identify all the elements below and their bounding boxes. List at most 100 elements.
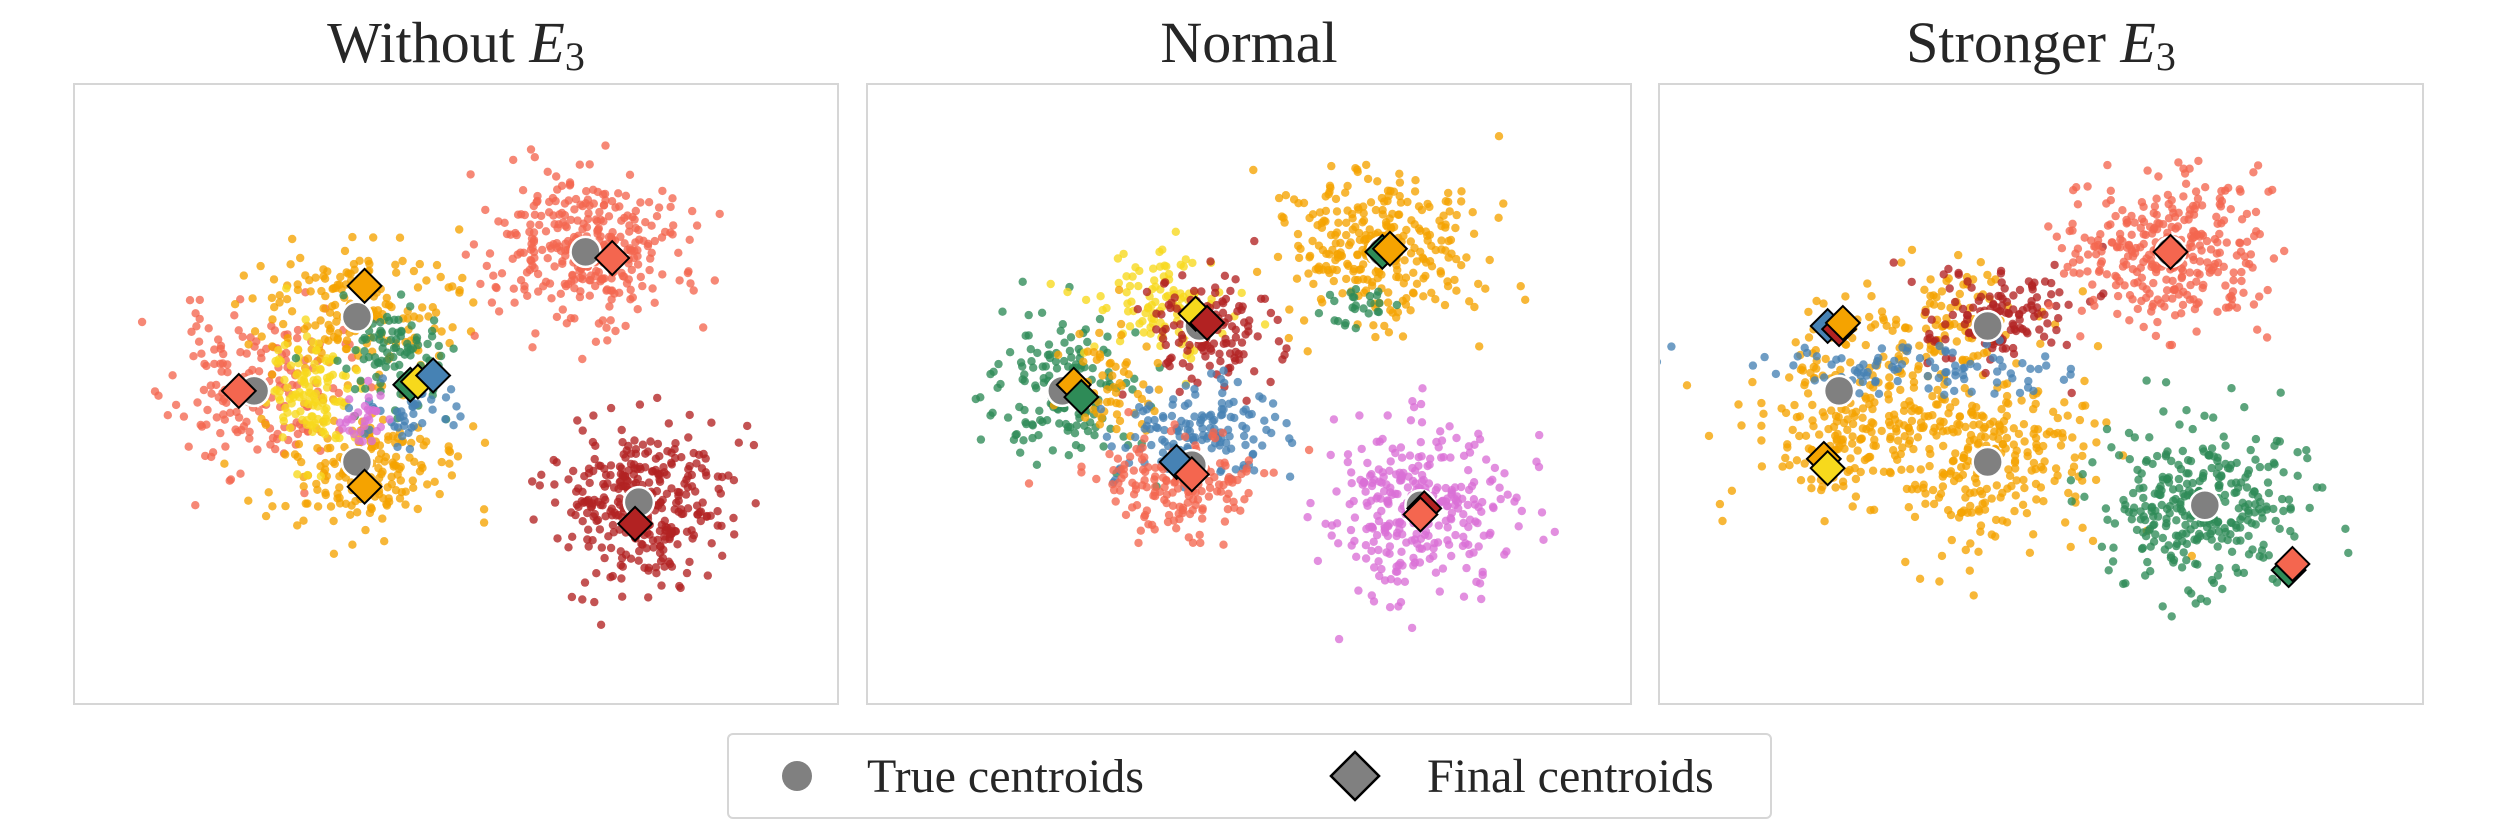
data-point bbox=[1361, 231, 1370, 240]
data-point bbox=[2066, 364, 2076, 374]
data-point bbox=[1112, 424, 1121, 434]
data-point bbox=[1070, 429, 1080, 438]
data-point bbox=[1183, 425, 1192, 435]
data-point bbox=[1748, 377, 1757, 387]
data-point bbox=[2038, 465, 2048, 474]
data-point bbox=[2189, 227, 2199, 236]
data-point bbox=[649, 543, 658, 552]
data-point bbox=[1343, 181, 1352, 191]
data-point bbox=[1358, 218, 1367, 227]
data-point bbox=[1660, 359, 1662, 365]
data-point bbox=[1129, 466, 1138, 475]
data-point bbox=[389, 344, 399, 353]
data-point bbox=[627, 265, 636, 275]
data-point bbox=[571, 510, 580, 520]
data-point bbox=[698, 498, 707, 507]
data-point bbox=[1979, 424, 1988, 433]
data-point bbox=[1293, 229, 1303, 239]
data-point bbox=[2219, 432, 2228, 441]
data-point bbox=[1178, 359, 1188, 368]
data-point bbox=[1336, 238, 1345, 248]
data-point bbox=[301, 499, 310, 508]
data-point bbox=[2209, 413, 2218, 422]
data-point bbox=[2190, 520, 2200, 530]
data-point bbox=[1327, 531, 1336, 540]
data-point bbox=[2119, 579, 2128, 589]
data-point bbox=[1176, 320, 1185, 329]
data-point bbox=[418, 303, 427, 312]
data-point bbox=[338, 424, 347, 433]
data-point bbox=[335, 493, 344, 502]
data-point bbox=[1373, 511, 1382, 520]
data-point bbox=[303, 470, 312, 480]
data-point bbox=[1465, 297, 1474, 306]
data-point bbox=[1284, 333, 1293, 343]
data-point bbox=[570, 205, 579, 214]
data-point bbox=[673, 540, 682, 549]
data-point bbox=[1161, 324, 1170, 334]
data-point bbox=[1882, 321, 1891, 330]
data-point bbox=[2097, 542, 2107, 551]
data-point bbox=[643, 447, 653, 456]
data-point bbox=[342, 344, 351, 354]
data-point bbox=[2232, 458, 2241, 468]
data-point bbox=[2120, 281, 2129, 290]
data-point bbox=[207, 389, 216, 398]
data-point bbox=[1998, 488, 2007, 498]
data-point bbox=[1406, 416, 1416, 425]
data-point bbox=[291, 354, 301, 363]
data-point bbox=[281, 403, 290, 413]
data-point bbox=[1737, 421, 1746, 430]
data-point bbox=[261, 511, 271, 521]
data-point bbox=[384, 435, 393, 444]
data-point bbox=[1147, 440, 1156, 450]
data-point bbox=[1440, 300, 1450, 310]
data-point bbox=[1477, 594, 1486, 604]
data-point bbox=[395, 494, 405, 503]
data-point bbox=[236, 348, 245, 357]
data-point bbox=[444, 446, 453, 455]
data-point bbox=[1866, 393, 1875, 403]
data-point bbox=[620, 239, 629, 248]
data-point bbox=[1411, 176, 1420, 185]
data-point bbox=[2224, 303, 2234, 312]
data-point bbox=[1969, 435, 1979, 444]
data-point bbox=[2017, 396, 2026, 405]
data-point bbox=[336, 397, 345, 406]
data-point bbox=[310, 359, 319, 369]
data-point bbox=[1316, 295, 1326, 304]
data-point bbox=[1947, 535, 1956, 545]
data-point bbox=[513, 210, 523, 219]
data-point bbox=[1114, 285, 1124, 295]
data-point bbox=[1362, 160, 1371, 170]
data-point bbox=[658, 186, 667, 196]
data-point bbox=[253, 445, 262, 454]
data-point bbox=[543, 254, 552, 263]
data-point bbox=[2206, 245, 2216, 254]
data-point bbox=[2231, 563, 2240, 573]
data-point bbox=[383, 348, 392, 357]
data-point bbox=[1904, 439, 1914, 448]
data-point bbox=[2158, 533, 2167, 543]
data-point bbox=[2237, 215, 2247, 224]
data-point bbox=[1282, 344, 1291, 353]
data-point bbox=[1848, 432, 1857, 441]
data-point bbox=[1012, 430, 1021, 439]
data-point bbox=[1760, 352, 1769, 362]
data-point bbox=[1140, 453, 1149, 462]
data-point bbox=[1005, 348, 1015, 357]
data-point bbox=[1938, 482, 1948, 491]
data-point bbox=[342, 364, 351, 373]
data-point bbox=[342, 336, 352, 345]
final-centroid bbox=[1824, 304, 1862, 342]
data-point bbox=[2152, 210, 2161, 219]
data-point bbox=[1409, 289, 1418, 298]
data-point bbox=[1237, 338, 1247, 347]
data-point bbox=[470, 331, 479, 340]
data-point bbox=[1421, 271, 1430, 281]
data-point bbox=[1342, 274, 1351, 284]
data-point bbox=[2067, 497, 2076, 506]
data-point bbox=[1980, 498, 1990, 507]
data-point bbox=[2215, 563, 2224, 573]
data-point bbox=[2213, 307, 2222, 316]
